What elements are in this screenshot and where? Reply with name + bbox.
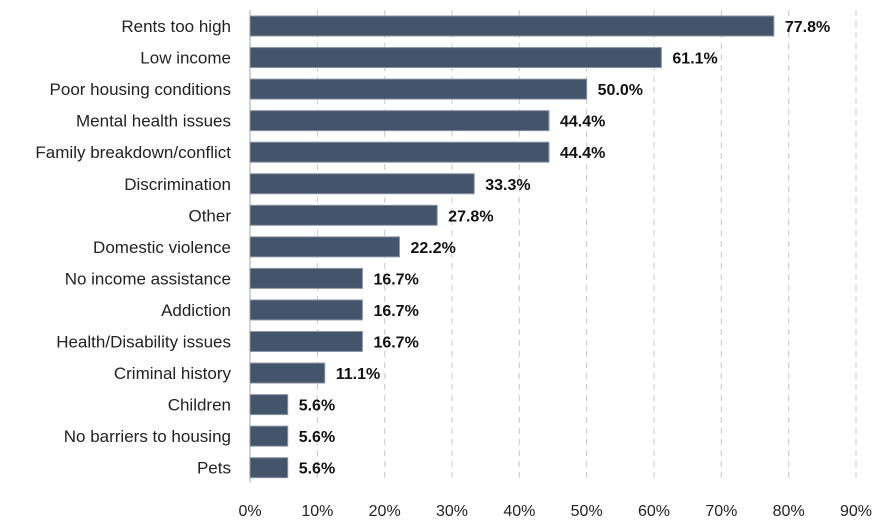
category-label: Low income xyxy=(140,49,231,68)
category-label: Poor housing conditions xyxy=(50,80,231,99)
bar xyxy=(249,173,475,195)
category-label: Addiction xyxy=(161,301,231,320)
data-label: 5.6% xyxy=(299,398,335,415)
data-label: 77.8% xyxy=(785,19,830,36)
bar xyxy=(249,47,662,69)
data-label: 50.0% xyxy=(598,82,643,99)
category-label: No barriers to housing xyxy=(64,427,231,446)
x-tick-label: 90% xyxy=(840,503,872,520)
x-tick-label: 40% xyxy=(503,503,535,520)
category-label: Mental health issues xyxy=(76,112,231,131)
data-label: 5.6% xyxy=(299,461,335,478)
bar xyxy=(249,236,400,258)
bar xyxy=(249,331,363,352)
bar xyxy=(249,457,289,479)
category-label: No income assistance xyxy=(65,269,231,288)
bar xyxy=(249,267,363,289)
category-label: Criminal history xyxy=(114,364,232,383)
data-label: 44.4% xyxy=(560,145,605,162)
bar xyxy=(249,394,289,416)
bar xyxy=(249,141,550,163)
category-label: Pets xyxy=(197,459,231,478)
x-tick-label: 70% xyxy=(705,503,737,520)
data-labels: 77.8% 61.1% 50.0% 44.4% 44.4% 33.3% 27.8% 22.2%… xyxy=(299,19,831,478)
bar xyxy=(249,78,588,100)
data-label: 5.6% xyxy=(299,429,335,446)
category-label: Rents too high xyxy=(121,17,231,36)
x-tick-label: 20% xyxy=(369,503,401,520)
data-label: 27.8% xyxy=(448,208,493,225)
bar xyxy=(249,204,438,226)
data-label: 44.4% xyxy=(560,114,605,131)
category-label: Other xyxy=(188,206,231,225)
category-label: Children xyxy=(168,396,231,415)
category-label: Discrimination xyxy=(124,175,231,194)
bar xyxy=(249,425,289,447)
bar xyxy=(249,299,363,321)
bar xyxy=(249,362,326,384)
bar xyxy=(249,15,775,37)
data-label: 16.7% xyxy=(373,303,418,320)
x-tick-label: 60% xyxy=(638,503,670,520)
data-label: 11.1% xyxy=(336,366,380,383)
category-label: Family breakdown/conflict xyxy=(35,143,231,162)
x-tick-label: 10% xyxy=(301,503,333,520)
x-tick-label: 50% xyxy=(571,503,603,520)
x-tick-label: 30% xyxy=(436,503,468,520)
data-label: 61.1% xyxy=(672,51,717,68)
category-labels: Rents too high Low income Poor housing con… xyxy=(35,17,231,478)
bar xyxy=(249,110,550,132)
data-label: 16.7% xyxy=(373,271,418,288)
x-axis-tick-labels: 0% 10% 20% 30% 40% 50% 60% 70% 80% 90% xyxy=(238,503,872,520)
x-tick-label: 0% xyxy=(238,503,261,520)
category-label: Health/Disability issues xyxy=(56,333,231,352)
data-label: 22.2% xyxy=(410,240,455,257)
category-label: Domestic violence xyxy=(93,238,231,257)
data-label: 33.3% xyxy=(485,177,530,194)
x-tick-label: 80% xyxy=(773,503,805,520)
bars xyxy=(249,15,775,479)
data-label: 16.7% xyxy=(373,335,418,352)
